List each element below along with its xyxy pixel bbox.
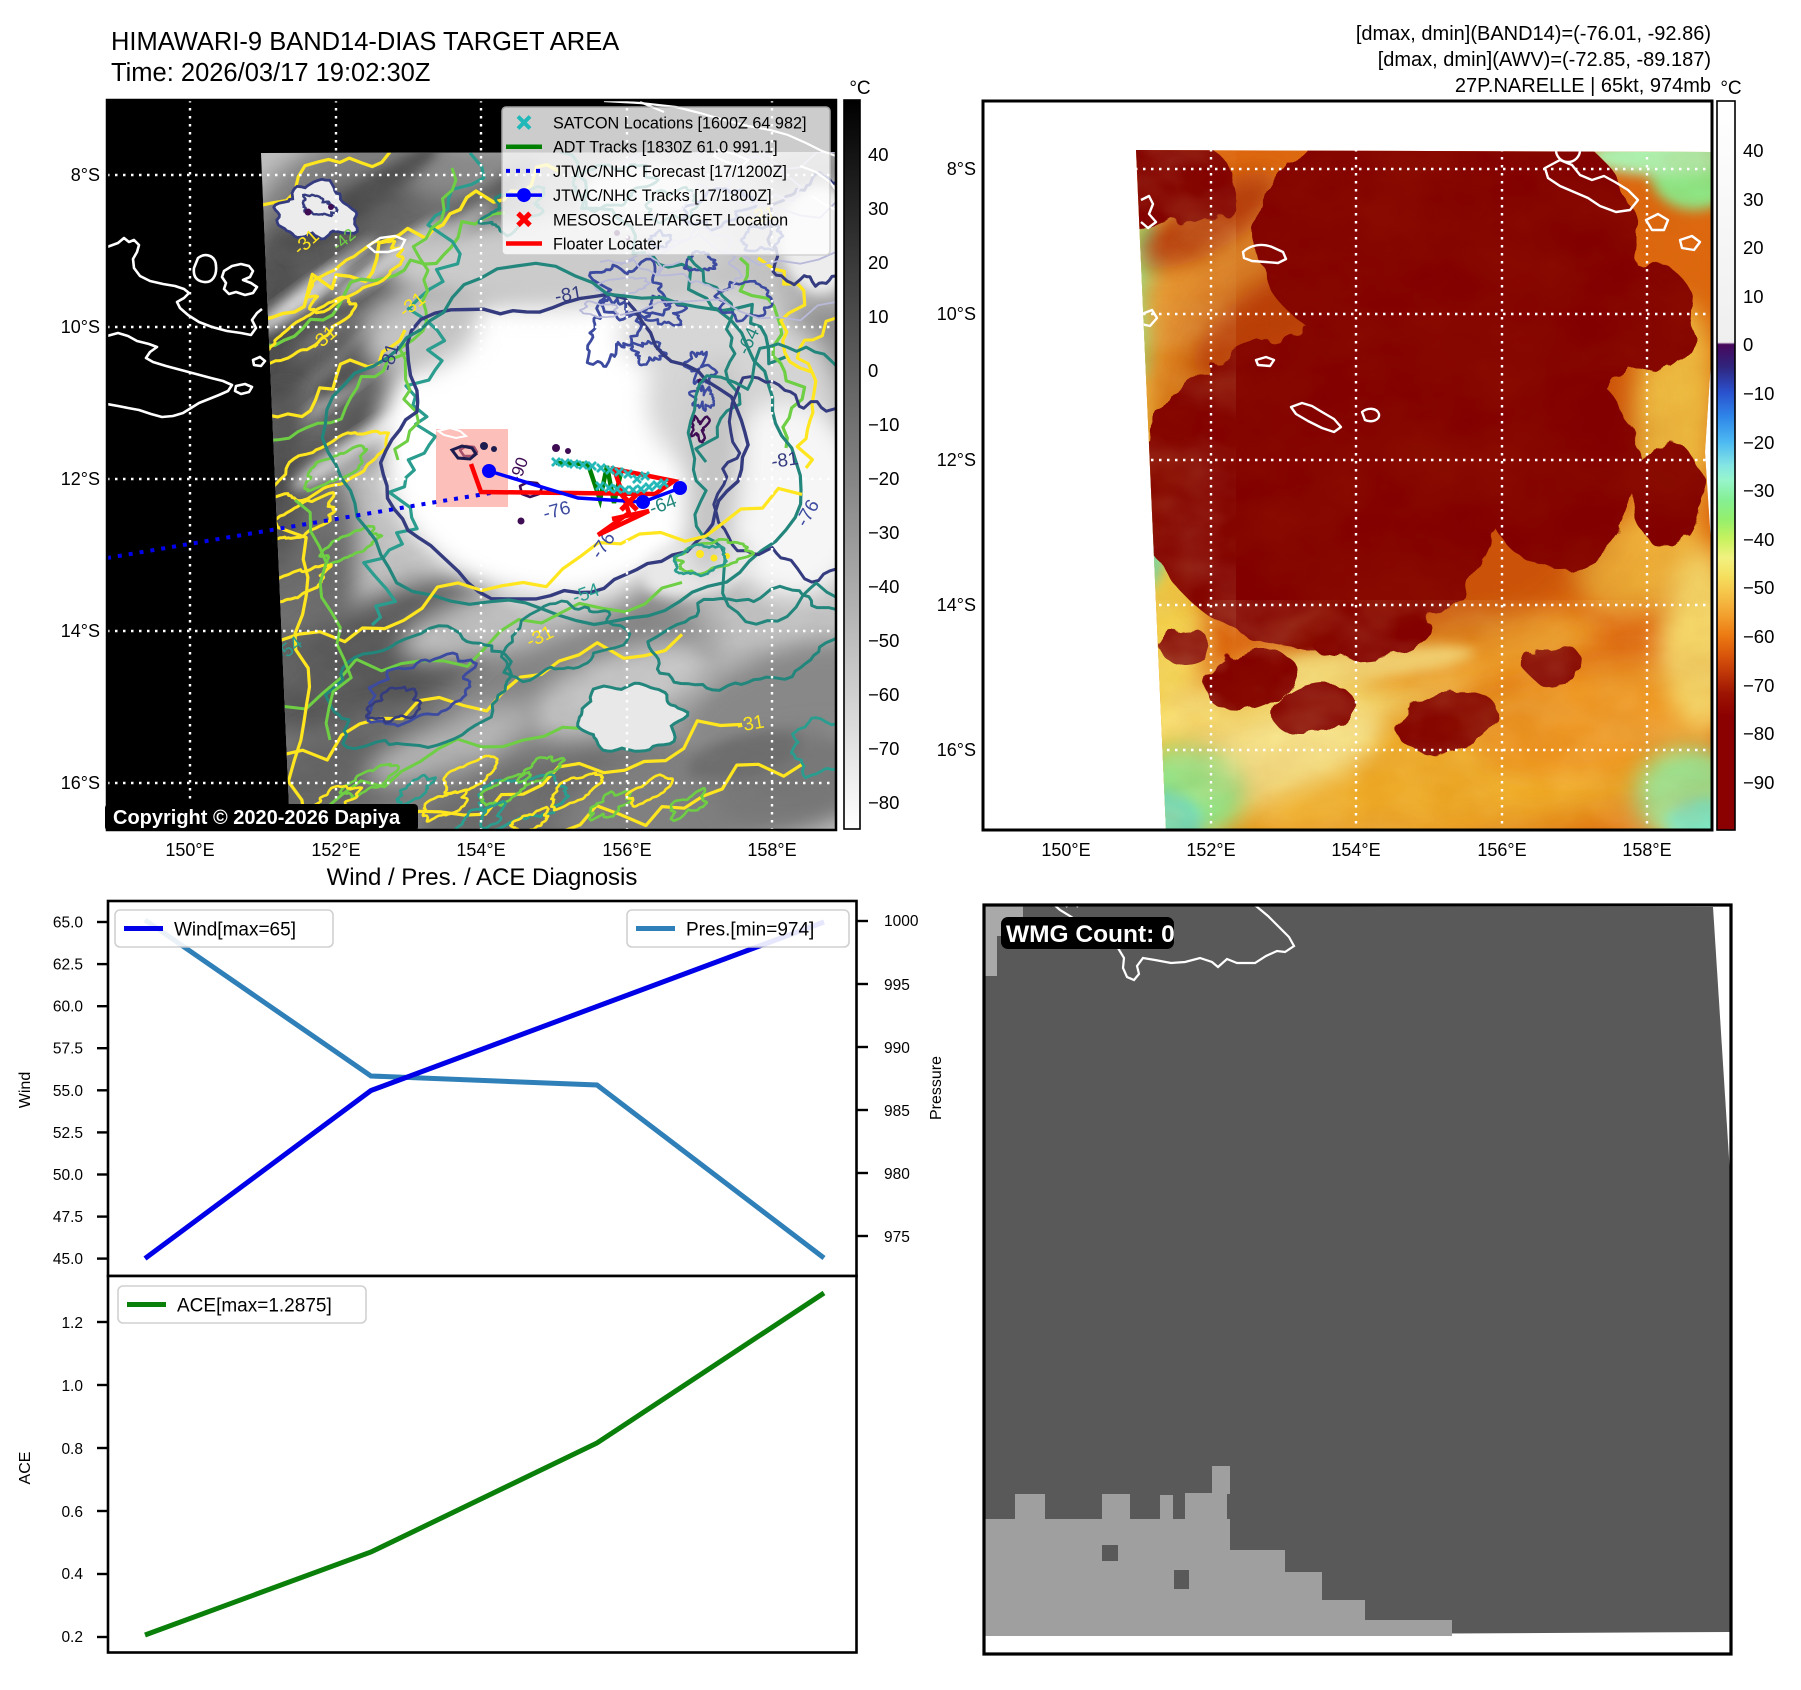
svg-text:20: 20 <box>1743 237 1764 258</box>
svg-text:158°E: 158°E <box>747 840 796 860</box>
svg-text:55.0: 55.0 <box>53 1083 84 1100</box>
svg-text:156°E: 156°E <box>1477 840 1526 860</box>
svg-text:-31: -31 <box>735 711 766 736</box>
svg-text:Wind[max=65]: Wind[max=65] <box>174 920 296 941</box>
svg-text:0: 0 <box>1743 334 1753 355</box>
svg-text:−80: −80 <box>868 792 899 813</box>
svg-text:−20: −20 <box>868 468 899 489</box>
svg-text:150°E: 150°E <box>165 840 214 860</box>
svg-text:16°S: 16°S <box>61 773 100 793</box>
svg-text:990: 990 <box>884 1040 910 1057</box>
svg-text:14°S: 14°S <box>61 621 100 641</box>
svg-text:[dmax, dmin](BAND14)=(-76.01,: [dmax, dmin](BAND14)=(-76.01, -92.86) <box>1356 23 1711 45</box>
svg-text:−60: −60 <box>1743 626 1774 647</box>
svg-text:Pres.[min=974]: Pres.[min=974] <box>686 920 814 941</box>
svg-text:−70: −70 <box>1743 675 1774 696</box>
svg-text:-81: -81 <box>770 448 800 473</box>
svg-text:154°E: 154°E <box>1331 840 1380 860</box>
svg-text:20: 20 <box>868 252 889 273</box>
svg-text:Wind: Wind <box>17 1072 34 1108</box>
svg-text:1.2: 1.2 <box>61 1315 83 1332</box>
svg-text:52.5: 52.5 <box>53 1125 83 1142</box>
svg-text:−90: −90 <box>1743 772 1774 793</box>
svg-text:10°S: 10°S <box>61 317 100 337</box>
svg-text:10°S: 10°S <box>937 304 976 324</box>
svg-text:MESOSCALE/TARGET Location: MESOSCALE/TARGET Location <box>553 211 788 229</box>
svg-text:Copyright © 2020-2026 Dapiya: Copyright © 2020-2026 Dapiya <box>113 807 401 829</box>
svg-text:40: 40 <box>868 144 889 165</box>
svg-text:−70: −70 <box>868 738 899 759</box>
svg-text:°C: °C <box>849 78 870 99</box>
svg-text:Wind / Pres. / ACE Diagnosis: Wind / Pres. / ACE Diagnosis <box>327 864 638 891</box>
svg-text:°C: °C <box>1720 78 1741 99</box>
svg-text:−80: −80 <box>1743 723 1774 744</box>
svg-text:980: 980 <box>884 1166 910 1183</box>
svg-text:10: 10 <box>1743 286 1764 307</box>
svg-text:60.0: 60.0 <box>53 999 84 1016</box>
svg-text:152°E: 152°E <box>311 840 360 860</box>
svg-text:0.6: 0.6 <box>61 1504 83 1521</box>
svg-text:Floater Locater: Floater Locater <box>553 236 662 254</box>
svg-text:WMG Count: 0: WMG Count: 0 <box>1006 921 1175 948</box>
svg-text:1.0: 1.0 <box>61 1378 83 1395</box>
svg-text:16°S: 16°S <box>937 740 976 760</box>
svg-text:158°E: 158°E <box>1622 840 1671 860</box>
svg-text:−30: −30 <box>1743 480 1774 501</box>
svg-text:30: 30 <box>1743 189 1764 210</box>
svg-text:1000: 1000 <box>884 913 919 930</box>
svg-text:−30: −30 <box>868 522 899 543</box>
svg-text:JTWC/NHC Tracks [17/1800Z]: JTWC/NHC Tracks [17/1800Z] <box>553 187 772 205</box>
svg-text:0.2: 0.2 <box>61 1629 83 1646</box>
svg-text:30: 30 <box>868 198 889 219</box>
svg-text:Pressure: Pressure <box>928 1056 945 1120</box>
svg-text:50.0: 50.0 <box>53 1167 84 1184</box>
svg-text:14°S: 14°S <box>937 595 976 615</box>
svg-text:ADT Tracks [1830Z 61.0 991.1]: ADT Tracks [1830Z 61.0 991.1] <box>553 139 778 157</box>
svg-text:156°E: 156°E <box>602 840 651 860</box>
svg-text:152°E: 152°E <box>1186 840 1235 860</box>
svg-text:150°E: 150°E <box>1041 840 1090 860</box>
svg-text:10: 10 <box>868 306 889 327</box>
svg-text:0: 0 <box>868 360 878 381</box>
svg-text:−10: −10 <box>868 414 899 435</box>
svg-text:8°S: 8°S <box>71 165 100 185</box>
svg-text:975: 975 <box>884 1229 910 1246</box>
svg-text:SATCON Locations [1600Z 64 982: SATCON Locations [1600Z 64 982] <box>553 115 806 133</box>
svg-text:12°S: 12°S <box>61 469 100 489</box>
svg-text:ACE[max=1.2875]: ACE[max=1.2875] <box>177 1296 332 1317</box>
svg-text:995: 995 <box>884 977 910 994</box>
svg-text:27P.NARELLE | 65kt, 974mb: 27P.NARELLE | 65kt, 974mb <box>1455 75 1711 97</box>
svg-text:65.0: 65.0 <box>53 915 84 932</box>
svg-text:12°S: 12°S <box>937 450 976 470</box>
svg-text:0.4: 0.4 <box>61 1566 83 1583</box>
svg-text:−50: −50 <box>868 630 899 651</box>
svg-text:−20: −20 <box>1743 432 1774 453</box>
svg-text:-81: -81 <box>553 282 584 307</box>
svg-text:HIMAWARI-9 BAND14-DIAS TARGET: HIMAWARI-9 BAND14-DIAS TARGET AREA <box>111 28 619 56</box>
svg-text:8°S: 8°S <box>947 159 976 179</box>
svg-text:45.0: 45.0 <box>53 1251 84 1268</box>
svg-text:62.5: 62.5 <box>53 957 83 974</box>
svg-text:985: 985 <box>884 1103 910 1120</box>
svg-text:JTWC/NHC Forecast [17/1200Z]: JTWC/NHC Forecast [17/1200Z] <box>553 163 787 181</box>
svg-text:154°E: 154°E <box>456 840 505 860</box>
svg-text:[dmax, dmin](AWV)=(-72.85, -89: [dmax, dmin](AWV)=(-72.85, -89.187) <box>1378 49 1711 71</box>
svg-text:47.5: 47.5 <box>53 1209 83 1226</box>
svg-text:−40: −40 <box>868 576 899 597</box>
svg-text:−50: −50 <box>1743 577 1774 598</box>
svg-text:−60: −60 <box>868 684 899 705</box>
svg-text:57.5: 57.5 <box>53 1041 83 1058</box>
svg-text:0.8: 0.8 <box>61 1441 83 1458</box>
svg-text:40: 40 <box>1743 140 1764 161</box>
svg-text:Time: 2026/03/17 19:02:30Z: Time: 2026/03/17 19:02:30Z <box>111 59 430 87</box>
svg-text:−40: −40 <box>1743 529 1774 550</box>
svg-text:ACE: ACE <box>17 1452 34 1485</box>
svg-text:−10: −10 <box>1743 383 1774 404</box>
